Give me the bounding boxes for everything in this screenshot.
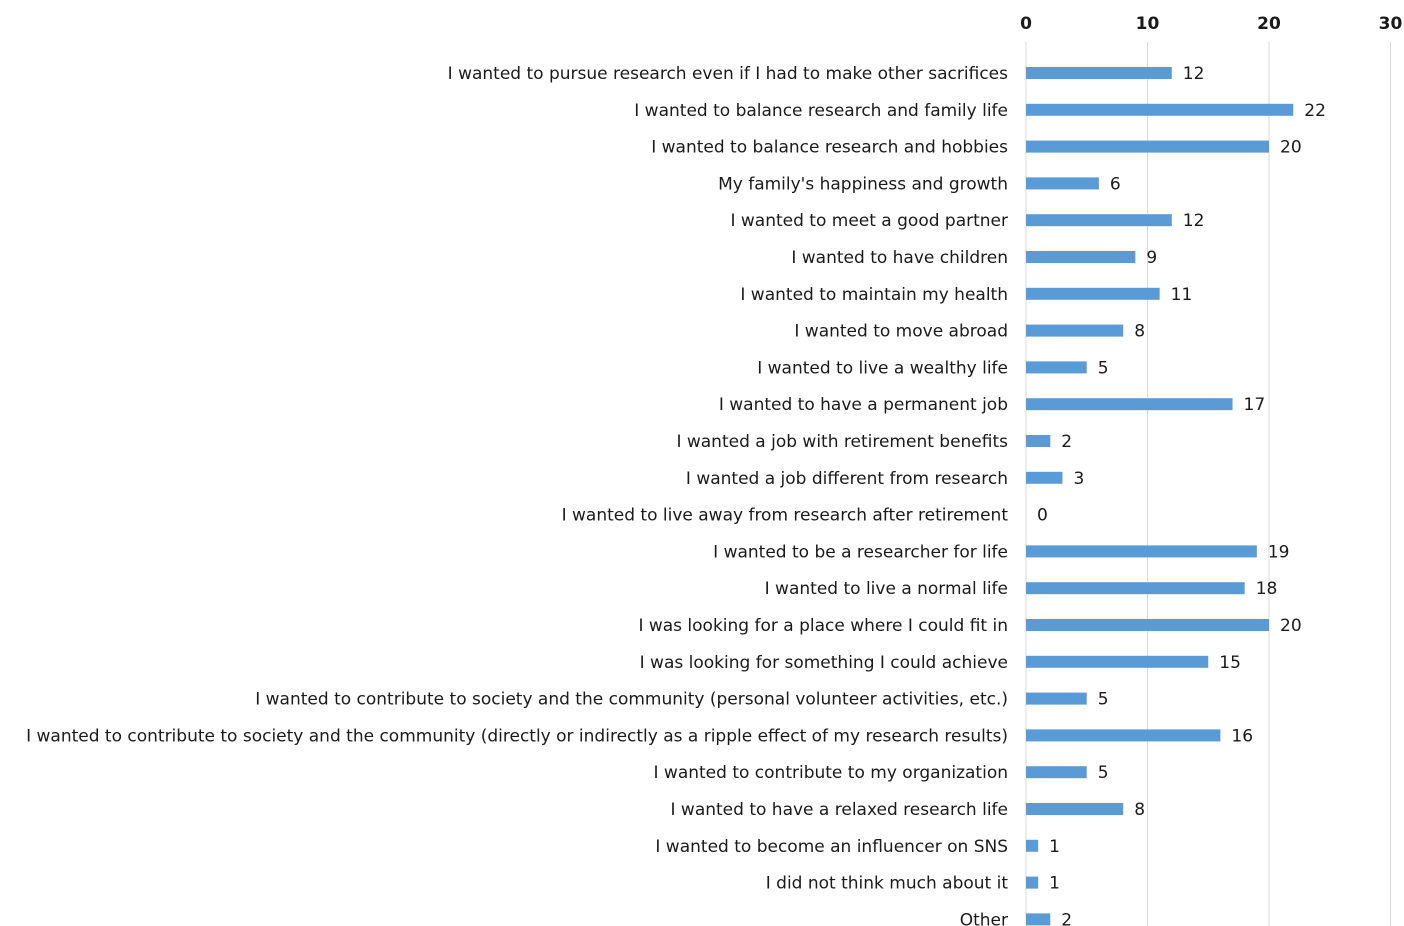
data-label: 12 bbox=[1183, 211, 1205, 231]
category-label: My family's happiness and growth bbox=[718, 174, 1008, 194]
category-label: I wanted to have children bbox=[791, 248, 1008, 268]
x-axis-ticks: 0 10 20 30 bbox=[1020, 14, 1402, 34]
x-tick-label: 0 bbox=[1020, 14, 1032, 34]
category-label: I wanted to have a relaxed research life bbox=[671, 800, 1009, 820]
data-label: 12 bbox=[1183, 64, 1205, 84]
bar bbox=[1026, 251, 1136, 263]
data-label: 2 bbox=[1061, 910, 1072, 926]
category-label: I wanted a job different from research bbox=[686, 469, 1008, 489]
data-label: 1 bbox=[1049, 837, 1060, 857]
category-labels: I wanted to pursue research even if I ha… bbox=[26, 64, 1008, 926]
bar bbox=[1026, 398, 1233, 411]
bar bbox=[1026, 177, 1099, 190]
data-label: 1 bbox=[1049, 874, 1060, 894]
bar bbox=[1026, 913, 1051, 926]
data-label: 0 bbox=[1037, 506, 1048, 526]
data-label: 6 bbox=[1110, 174, 1121, 194]
bar bbox=[1026, 361, 1087, 374]
bar bbox=[1026, 803, 1124, 815]
category-label: I wanted to pursue research even if I ha… bbox=[448, 64, 1008, 84]
category-label: I wanted to live a normal life bbox=[765, 579, 1008, 599]
data-label: 9 bbox=[1146, 248, 1157, 268]
bar bbox=[1026, 876, 1039, 889]
data-label: 18 bbox=[1256, 579, 1278, 599]
category-label: I wanted to maintain my health bbox=[740, 285, 1008, 305]
data-label: 8 bbox=[1134, 322, 1145, 342]
category-label: I wanted to live away from research afte… bbox=[562, 506, 1009, 526]
bar bbox=[1026, 435, 1051, 447]
bar bbox=[1026, 287, 1160, 300]
data-label: 2 bbox=[1061, 432, 1072, 452]
category-label: I wanted to balance research and family … bbox=[634, 101, 1008, 121]
data-label: 16 bbox=[1231, 726, 1253, 746]
category-label: I wanted to become an influencer on SNS bbox=[655, 837, 1008, 857]
data-label: 15 bbox=[1219, 653, 1241, 673]
category-label: I did not think much about it bbox=[766, 874, 1009, 894]
category-label: I wanted to contribute to society and th… bbox=[255, 690, 1008, 710]
bar bbox=[1026, 692, 1087, 705]
bar bbox=[1026, 471, 1063, 484]
category-label: I wanted to contribute to my organizatio… bbox=[654, 763, 1009, 783]
data-label: 5 bbox=[1098, 763, 1109, 783]
category-label: I was looking for something I could achi… bbox=[640, 653, 1008, 673]
category-label: I wanted to have a permanent job bbox=[719, 395, 1008, 415]
category-label: I wanted a job with retirement benefits bbox=[676, 432, 1008, 452]
bar bbox=[1026, 839, 1039, 852]
data-label: 5 bbox=[1098, 690, 1109, 710]
data-label: 5 bbox=[1098, 358, 1109, 378]
data-label: 22 bbox=[1304, 101, 1326, 121]
bar bbox=[1026, 655, 1209, 668]
bar bbox=[1026, 214, 1172, 227]
data-label: 20 bbox=[1280, 616, 1302, 636]
data-label: 17 bbox=[1244, 395, 1266, 415]
data-label: 19 bbox=[1268, 542, 1290, 562]
data-label: 8 bbox=[1134, 800, 1145, 820]
bar bbox=[1026, 619, 1269, 631]
category-label: I was looking for a place where I could … bbox=[638, 616, 1008, 636]
data-label: 20 bbox=[1280, 138, 1302, 158]
category-label: I wanted to meet a good partner bbox=[730, 211, 1008, 231]
bar bbox=[1026, 324, 1124, 337]
x-tick-label: 30 bbox=[1379, 14, 1403, 34]
category-label: I wanted to live a wealthy life bbox=[757, 358, 1008, 378]
bar bbox=[1026, 766, 1087, 779]
bar bbox=[1026, 729, 1221, 742]
bars bbox=[1026, 67, 1294, 926]
bar bbox=[1026, 140, 1269, 153]
grid-lines bbox=[1025, 42, 1391, 926]
data-label: 3 bbox=[1073, 469, 1084, 489]
category-label: Other bbox=[960, 910, 1008, 926]
category-label: I wanted to be a researcher for life bbox=[713, 542, 1008, 562]
data-label: 11 bbox=[1171, 285, 1193, 305]
x-tick-label: 10 bbox=[1136, 14, 1160, 34]
bar bbox=[1026, 545, 1257, 558]
bar bbox=[1026, 103, 1294, 116]
category-label: I wanted to balance research and hobbies bbox=[651, 138, 1008, 158]
x-tick-label: 20 bbox=[1257, 14, 1281, 34]
category-label: I wanted to contribute to society and th… bbox=[26, 726, 1008, 746]
bar bbox=[1026, 582, 1245, 595]
category-label: I wanted to move abroad bbox=[794, 322, 1008, 342]
bar bbox=[1026, 67, 1172, 79]
